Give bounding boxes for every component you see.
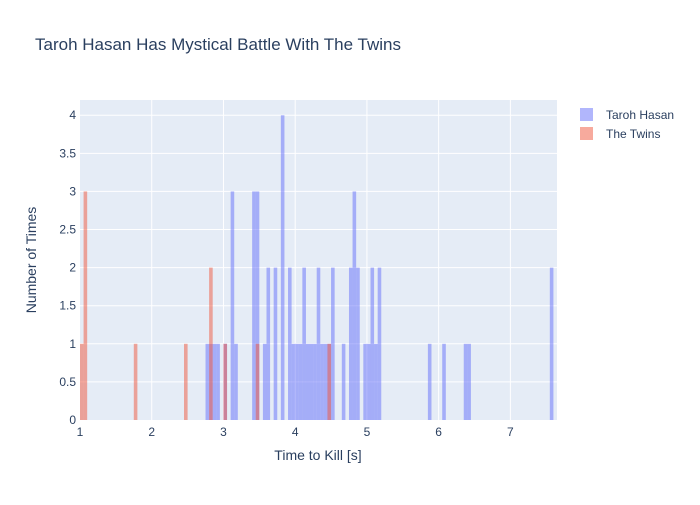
histogram-bar[interactable] [252, 191, 256, 420]
histogram-bar[interactable] [262, 343, 267, 420]
histogram-bar[interactable] [255, 343, 260, 420]
histogram-bar[interactable] [205, 343, 210, 420]
x-tick-label: 7 [507, 425, 514, 439]
legend-label-taroh-hasan: Taroh Hasan [606, 108, 674, 122]
histogram-bar[interactable] [209, 267, 213, 420]
histogram-bar[interactable] [133, 343, 138, 420]
histogram-bar[interactable] [427, 343, 432, 420]
y-tick-label: 4 [69, 108, 76, 122]
y-tick-label: 2.5 [59, 223, 76, 237]
histogram-bar[interactable] [327, 343, 332, 420]
y-tick-labels: 0 0.5 1 1.5 2 2.5 3 3.5 4 [59, 108, 76, 427]
x-tick-labels: 1 2 3 4 5 6 7 [77, 425, 514, 439]
legend-item-taroh-hasan[interactable]: Taroh Hasan [580, 108, 674, 122]
histogram-bar[interactable] [298, 343, 303, 420]
histogram-bar[interactable] [266, 267, 271, 420]
y-axis-label: Number of Times [23, 207, 39, 314]
histogram-bar[interactable] [216, 343, 220, 420]
x-tick-label: 3 [220, 425, 227, 439]
histogram-bar[interactable] [223, 343, 228, 420]
histogram-bar[interactable] [280, 115, 285, 420]
histogram-bar[interactable] [80, 343, 84, 420]
legend: Taroh Hasan The Twins [580, 108, 674, 141]
y-tick-label: 2 [69, 261, 76, 275]
legend-swatch-taroh-hasan [580, 108, 593, 121]
x-tick-label: 4 [292, 425, 299, 439]
histogram-bar[interactable] [295, 343, 299, 420]
legend-label-the-twins: The Twins [606, 127, 660, 141]
histogram-bar[interactable] [370, 267, 375, 420]
x-tick-label: 5 [364, 425, 371, 439]
legend-item-the-twins[interactable]: The Twins [580, 127, 660, 141]
histogram-bar[interactable] [352, 191, 357, 420]
histogram-bar[interactable] [230, 191, 235, 420]
histogram-bar[interactable] [374, 343, 378, 420]
y-tick-label: 1 [69, 337, 76, 351]
histogram-bar[interactable] [463, 343, 468, 420]
histogram-bar[interactable] [291, 343, 296, 420]
histogram-bar[interactable] [323, 343, 328, 420]
histogram-bar[interactable] [212, 343, 217, 420]
y-tick-label: 3 [69, 184, 76, 198]
histogram-bar[interactable] [309, 343, 314, 420]
histogram-bar[interactable] [363, 343, 367, 420]
histogram-bar[interactable] [255, 191, 260, 420]
x-tick-label: 6 [435, 425, 442, 439]
bars [80, 115, 554, 420]
histogram-bar[interactable] [273, 267, 278, 420]
histogram-bar[interactable] [377, 267, 382, 420]
histogram-bar[interactable] [316, 267, 321, 420]
histogram-bar[interactable] [288, 267, 292, 420]
histogram-bar[interactable] [341, 343, 346, 420]
histogram-bar[interactable] [467, 343, 471, 420]
histogram-bar[interactable] [83, 191, 88, 420]
histogram-bar[interactable] [302, 267, 306, 420]
y-tick-label: 3.5 [59, 146, 76, 160]
y-tick-label: 0.5 [59, 375, 76, 389]
histogram-bar[interactable] [549, 267, 554, 420]
histogram-bar[interactable] [348, 267, 353, 420]
y-tick-label: 0 [69, 413, 76, 427]
chart-title: Taroh Hasan Has Mystical Battle With The… [35, 35, 401, 54]
histogram-bar[interactable] [305, 343, 310, 420]
x-tick-label: 2 [148, 425, 155, 439]
histogram-bar[interactable] [331, 267, 335, 420]
x-tick-label: 1 [77, 425, 84, 439]
series-1 [80, 191, 332, 420]
histogram-bar[interactable] [366, 343, 371, 420]
legend-swatch-the-twins [580, 127, 593, 140]
histogram-bar[interactable] [313, 343, 317, 420]
histogram-bar[interactable] [356, 267, 360, 420]
x-axis-label: Time to Kill [s] [274, 447, 361, 463]
y-tick-label: 1.5 [59, 299, 76, 313]
histogram-bar[interactable] [320, 343, 324, 420]
histogram-bar[interactable] [234, 343, 238, 420]
histogram-bar[interactable] [184, 343, 188, 420]
histogram-bar[interactable] [442, 343, 446, 420]
